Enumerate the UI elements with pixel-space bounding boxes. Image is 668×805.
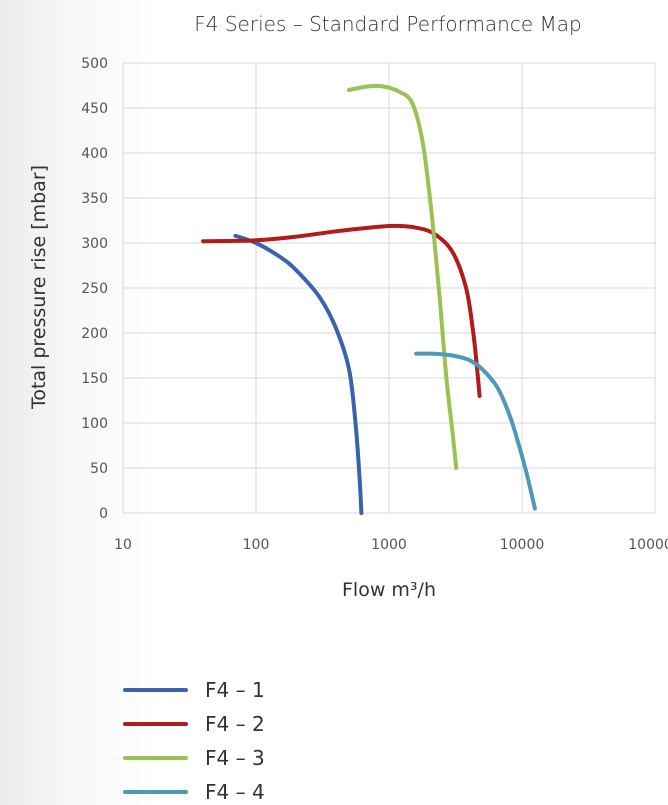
x-axis-ticks: 10 100 1000 10000 100000 [114,537,668,553]
series-line-1 [233,233,364,515]
y-tick-label: 300 [81,236,108,252]
y-tick-label: 50 [90,461,108,477]
y-tick-label: 350 [81,191,108,207]
y-tick-label: 250 [81,281,108,297]
y-axis-ticks: 0 50 100 150 200 250 300 350 400 450 500 [81,56,108,522]
y-tick-label: 100 [81,416,108,432]
y-tick-label: 150 [81,371,108,387]
x-tick-label: 100000 [628,537,668,553]
series-line-4 [414,351,537,511]
legend-label: F4 – 1 [205,678,265,702]
grid [122,62,656,514]
y-tick-label: 500 [81,56,108,72]
legend: F4 – 1 F4 – 2 F4 – 3 F4 – 4 [123,678,265,804]
y-tick-label: 400 [81,146,108,162]
x-tick-label: 1000 [371,537,407,553]
series-line-2 [201,223,482,398]
x-tick-label: 100 [243,537,270,553]
legend-label: F4 – 2 [205,712,265,736]
y-tick-label: 450 [81,101,108,117]
y-axis-label: Total pressure rise [mbar] [28,165,50,410]
series-line-3 [347,83,459,470]
legend-label: F4 – 3 [205,746,265,770]
x-axis-label: Flow m³/h [342,579,436,601]
x-tick-label: 10000 [500,537,545,553]
y-tick-label: 200 [81,326,108,342]
y-tick-label: 0 [99,506,108,522]
series-lines [201,83,537,515]
legend-label: F4 – 4 [205,780,265,804]
chart-title: F4 Series – Standard Performance Map [194,12,581,36]
x-tick-label: 10 [114,537,132,553]
